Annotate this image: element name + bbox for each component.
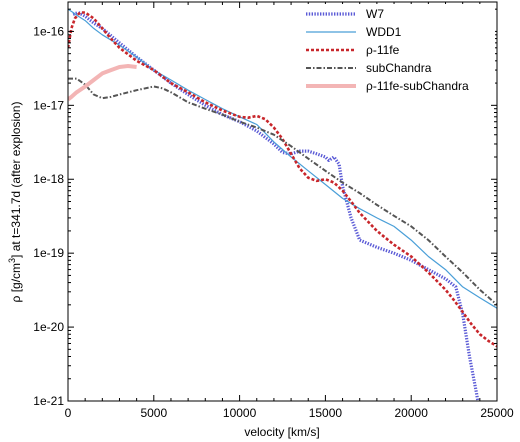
y-axis-label-sup: 3	[7, 258, 17, 263]
x-tick-label: 20000	[395, 406, 429, 420]
series-line-3	[68, 11, 497, 348]
legend-label-5: ρ-11fe-subChandra	[366, 79, 469, 93]
x-tick-label: 0	[65, 406, 72, 420]
legend-label-4: subChandra	[366, 61, 432, 75]
x-tick-label: 15000	[309, 406, 343, 420]
y-tick-label: 1e-19	[33, 246, 64, 260]
y-tick-label: 1e-16	[33, 24, 64, 38]
legend-label-2: WDD1	[366, 25, 402, 39]
series-line-4	[68, 77, 497, 306]
plot-area	[68, 8, 497, 401]
axis-ticks: 0 5000 10000 15000 20000 25000 1e-16 1e-17 1e-18…	[33, 2, 514, 420]
x-tick-label: 10000	[223, 406, 257, 420]
series-line-5	[68, 64, 137, 102]
axis-labels: velocity [km/s] ρ [g/cm3] at t=341.7d (a…	[7, 102, 320, 439]
y-tick-label: 1e-20	[33, 320, 64, 334]
y-tick-label: 1e-18	[33, 172, 64, 186]
x-tick-label: 25000	[480, 406, 514, 420]
y-axis-label-post: ] at t=341.7d (after explosion)	[9, 102, 23, 258]
y-tick-label: 1e-17	[33, 98, 64, 112]
legend-label-3: ρ-11fe	[366, 43, 400, 57]
y-tick-label: 1e-21	[33, 394, 64, 408]
legend-label-1: W7	[366, 7, 384, 21]
legend: W7 WDD1 ρ-11fe subChandra ρ-11fe-subChandra	[300, 4, 495, 96]
y-axis-label-pre: ρ [g/cm	[9, 263, 23, 303]
x-axis-label: velocity [km/s]	[244, 425, 319, 439]
y-axis-label: ρ [g/cm3] at t=341.7d (after explosion)	[7, 102, 23, 303]
x-tick-label: 5000	[140, 406, 167, 420]
